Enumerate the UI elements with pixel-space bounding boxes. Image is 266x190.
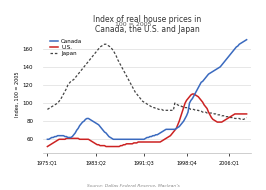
Canada [245, 39, 248, 41]
U.S. [46, 145, 49, 148]
Line: Canada: Canada [47, 40, 247, 139]
Line: U.S.: U.S. [47, 94, 247, 146]
U.S. [201, 101, 204, 103]
U.S. [134, 142, 137, 144]
U.S. [74, 137, 77, 139]
Canada [74, 132, 77, 134]
U.S. [169, 135, 172, 137]
Japan [135, 93, 138, 95]
Japan [46, 108, 49, 111]
U.S. [191, 93, 194, 95]
Canada [46, 138, 49, 140]
Japan [239, 118, 242, 120]
U.S. [115, 145, 118, 148]
Legend: Canada, U.S., Japan: Canada, U.S., Japan [50, 39, 82, 56]
Canada [119, 138, 122, 140]
Japan [201, 111, 204, 113]
Canada [115, 138, 118, 140]
Canada [200, 81, 203, 83]
Japan [170, 109, 173, 112]
Y-axis label: Index, 100 = 2005: Index, 100 = 2005 [15, 71, 20, 117]
Line: Japan: Japan [47, 44, 247, 119]
U.S. [119, 144, 122, 147]
Title: Index of real house prices in
Canada, the U.S. and Japan: Index of real house prices in Canada, th… [93, 15, 201, 34]
Text: 100 = 2005: 100 = 2005 [115, 22, 151, 27]
Japan [74, 77, 77, 79]
U.S. [245, 113, 248, 115]
Text: Source: Dallas Federal Reserve, Maclean’s: Source: Dallas Federal Reserve, Maclean’… [87, 184, 179, 188]
Canada [134, 138, 137, 140]
Canada [169, 128, 172, 131]
Japan [103, 43, 106, 45]
Japan [116, 59, 119, 61]
Japan [120, 67, 124, 69]
Japan [245, 116, 248, 119]
